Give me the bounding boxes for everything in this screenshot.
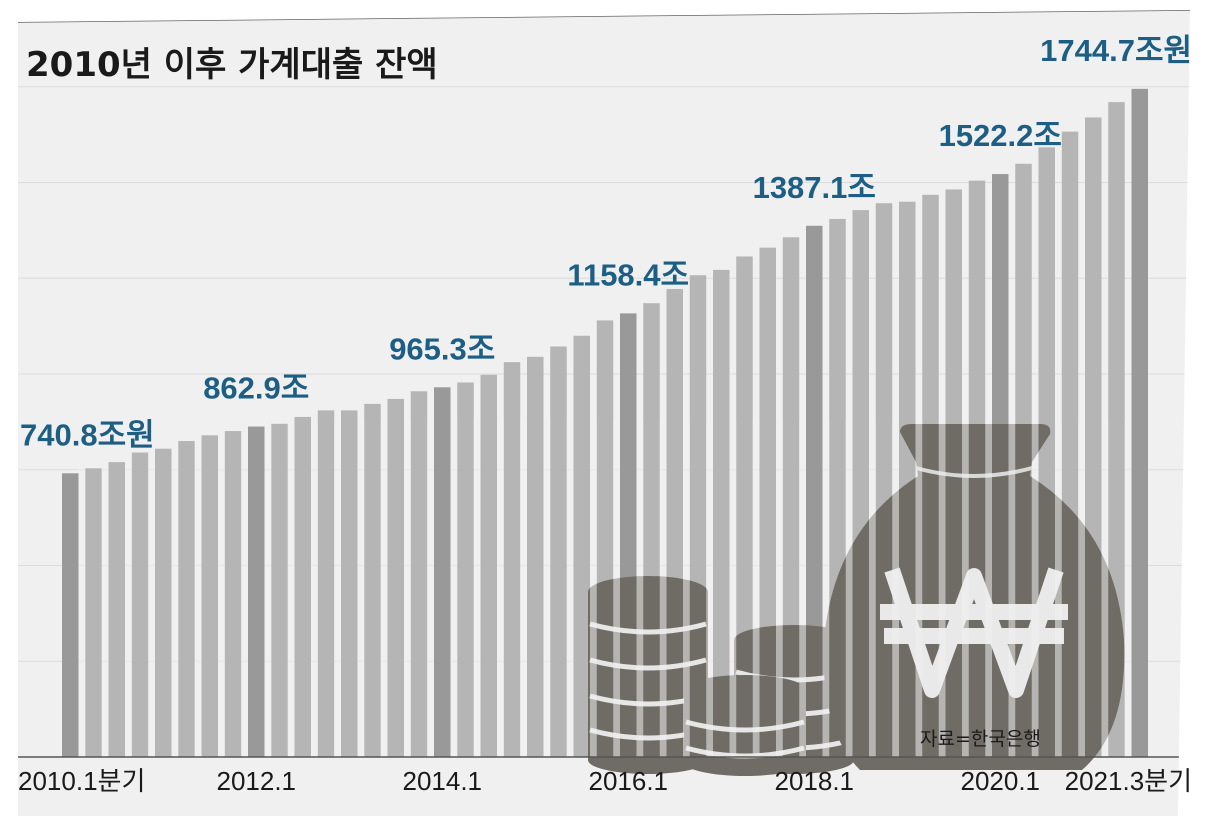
bar <box>62 473 79 757</box>
bar-gap <box>1055 420 1062 757</box>
bar-gap <box>659 420 667 757</box>
bar-gap <box>985 420 992 757</box>
panel-top-rule <box>18 10 1190 23</box>
bar-gap <box>520 420 527 757</box>
x-tick-label: 2018.1 <box>774 766 854 796</box>
bar <box>387 398 404 757</box>
bar-gap <box>334 420 341 757</box>
bar-gap <box>1031 420 1039 757</box>
bar-gap <box>799 420 806 757</box>
bar-gap <box>1124 420 1132 757</box>
value-label: 1522.2조 <box>939 118 1062 153</box>
bar <box>108 462 125 757</box>
bar <box>806 225 823 757</box>
x-tick-label: 2020.1 <box>960 766 1040 796</box>
bar-gap <box>822 420 830 757</box>
bar <box>271 423 288 757</box>
bar <box>550 346 567 757</box>
bar-gap <box>218 420 225 757</box>
value-callouts: 740.8조원 862.9조 965.3조 1158.4조 1387.1조 1522.2조… <box>20 33 1192 452</box>
bar-gap <box>171 420 179 757</box>
bar <box>434 387 451 757</box>
bar <box>294 416 311 757</box>
bar-gap <box>543 420 551 757</box>
bar-gap <box>264 420 272 757</box>
bar-gap <box>1078 420 1085 757</box>
bar-gap <box>450 420 458 757</box>
bar-gap <box>287 420 295 757</box>
bar-gap <box>869 420 876 757</box>
bar-gap <box>938 420 946 757</box>
bar <box>480 374 497 757</box>
coin-stack-icon <box>684 675 806 776</box>
value-label: 1387.1조 <box>753 170 876 205</box>
bar-gap <box>241 420 248 757</box>
bar-gap <box>78 420 86 757</box>
value-label: 740.8조원 <box>20 417 155 452</box>
bar <box>410 391 428 757</box>
bar-gap <box>683 420 690 757</box>
bar <box>248 426 265 757</box>
bar-gap <box>194 420 202 757</box>
bar-gap <box>752 420 760 757</box>
x-tick-label: 2021.3분기 <box>1065 766 1192 796</box>
bar-gap <box>729 420 737 757</box>
bar-gap <box>636 420 644 757</box>
bar-gap <box>1101 420 1109 757</box>
bar-gap <box>473 420 481 757</box>
bar-gap <box>962 420 969 757</box>
bar-gap <box>1008 420 1016 757</box>
bar-gap <box>357 420 365 757</box>
bar-gap <box>404 420 411 757</box>
value-label: 965.3조 <box>389 331 495 366</box>
bar <box>178 441 195 757</box>
bar-gap-overlay <box>78 420 1132 757</box>
x-tick-labels: 2010.1분기 2012.1 2014.1 2016.1 2018.1 2020.1 20… <box>18 766 1192 796</box>
x-tick-label: 2014.1 <box>402 766 482 796</box>
bar <box>503 362 521 757</box>
value-label: 862.9조 <box>203 371 309 406</box>
bar <box>131 452 149 757</box>
bar-gap <box>380 420 388 757</box>
x-tick-label: 2016.1 <box>588 766 668 796</box>
bar-gap <box>915 420 923 757</box>
bar-gap <box>845 420 853 757</box>
x-tick-label: 2010.1분기 <box>18 766 145 796</box>
bar <box>341 410 358 757</box>
bar-gap <box>892 420 899 757</box>
bar-gap <box>101 420 109 757</box>
bar-gap <box>776 420 783 757</box>
bar <box>573 335 590 757</box>
bar <box>1131 88 1148 758</box>
bar <box>201 435 218 757</box>
bar <box>364 403 381 757</box>
bar-gap <box>613 420 620 757</box>
bar <box>155 448 172 757</box>
bar-gap <box>125 420 132 757</box>
bar-gap <box>148 420 155 757</box>
chart-title: 2010년 이후 가계대출 잔액 <box>26 45 438 85</box>
bar <box>85 468 102 757</box>
value-label: 1744.7조원 <box>1040 33 1192 68</box>
bar <box>457 382 474 757</box>
x-tick-label: 2012.1 <box>216 766 296 796</box>
bar <box>224 431 242 757</box>
bar-gap <box>311 420 318 757</box>
source-note: 자료=한국은행 <box>920 728 1041 750</box>
bar-gap <box>497 420 504 757</box>
bar <box>713 269 730 757</box>
value-label: 1158.4조 <box>567 257 689 292</box>
bar-gap <box>566 420 574 757</box>
bar-gap <box>427 420 434 757</box>
bar <box>317 410 335 757</box>
bar <box>527 356 544 757</box>
coin-edge-lines <box>685 719 805 759</box>
bar-gap <box>590 420 597 757</box>
bar-gap <box>706 420 713 757</box>
